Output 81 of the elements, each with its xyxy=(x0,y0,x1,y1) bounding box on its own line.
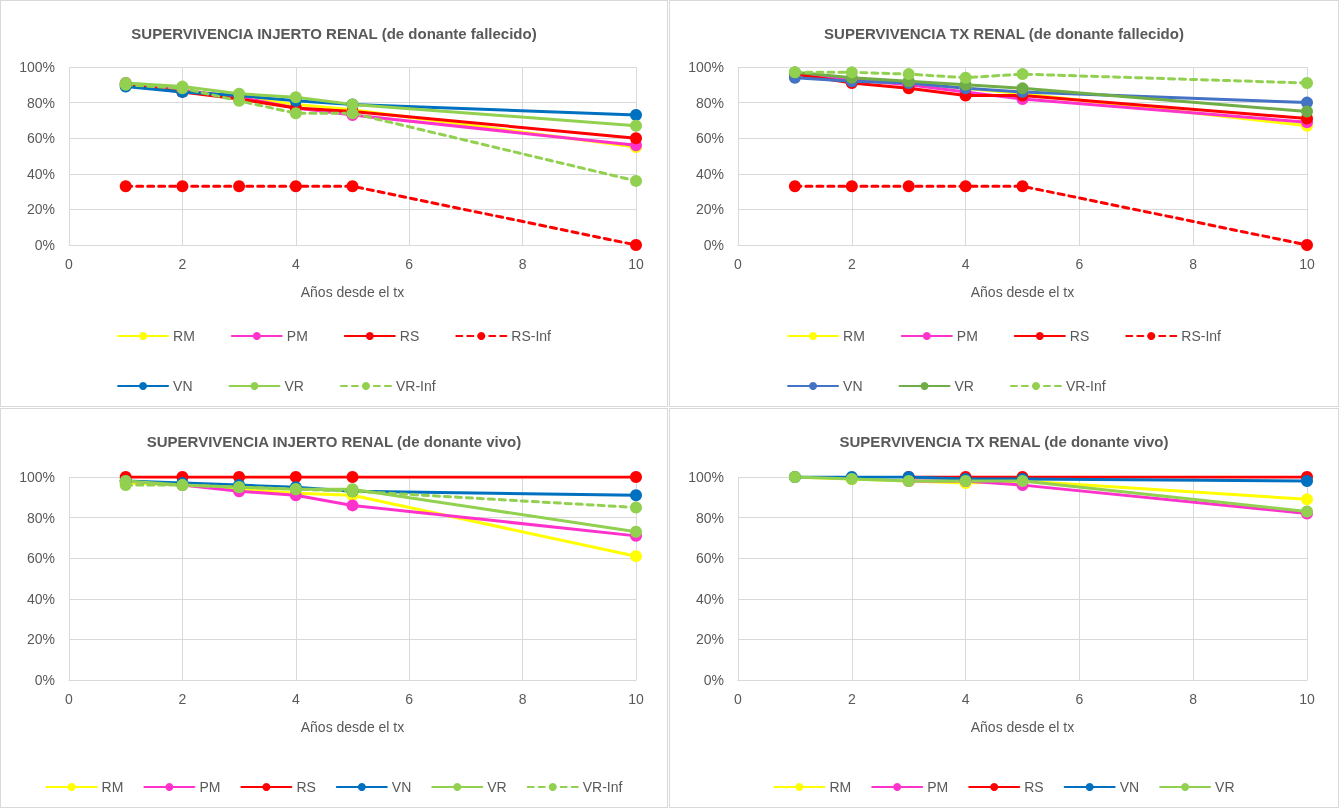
x-tick-label: 10 xyxy=(628,256,644,272)
x-axis-title: Años desde el tx xyxy=(970,284,1075,300)
x-tick-label: 0 xyxy=(65,256,74,272)
x-tick-label: 2 xyxy=(847,691,856,707)
x-tick-label: 6 xyxy=(1075,256,1084,272)
x-axis-title: Años desde el tx xyxy=(300,719,405,735)
x-tick-label: 6 xyxy=(405,691,414,707)
legend-label: RS xyxy=(399,328,420,344)
legend-label: VR xyxy=(284,378,304,394)
legend-label: VR xyxy=(954,378,974,394)
x-tick-label: 10 xyxy=(1299,691,1315,707)
legend-label: PM xyxy=(286,328,308,344)
y-tick-label: 40% xyxy=(26,590,55,607)
legend-label: VR-Inf xyxy=(395,378,436,394)
y-tick-label: 60% xyxy=(695,130,724,147)
y-tick-label: 80% xyxy=(26,94,55,111)
y-tick-label: 100% xyxy=(688,469,724,485)
legend-label: VN xyxy=(391,779,412,795)
x-tick-label: 8 xyxy=(518,256,527,272)
legend-label: RM xyxy=(173,328,195,344)
x-tick-label: 0 xyxy=(734,691,743,707)
legend-label: RM xyxy=(843,328,865,344)
y-tick-label: 0% xyxy=(703,672,724,688)
y-tick-label: 60% xyxy=(695,550,724,567)
y-tick-label: 0% xyxy=(34,237,55,253)
x-tick-label: 2 xyxy=(178,691,187,707)
y-tick-label: 0% xyxy=(703,237,724,253)
chart-title: SUPERVIVENCIA TX RENAL (de donante fallecido) xyxy=(824,25,1184,42)
y-tick-label: 60% xyxy=(26,130,55,147)
legend-label: PM xyxy=(956,328,978,344)
y-tick-label: 0% xyxy=(34,672,55,688)
y-tick-label: 40% xyxy=(26,165,55,182)
y-tick-label: 20% xyxy=(26,201,55,218)
legend-label: RS xyxy=(1069,328,1090,344)
legend-label: RS xyxy=(296,779,316,795)
y-tick-label: 100% xyxy=(688,59,724,75)
x-tick-label: 4 xyxy=(961,256,970,272)
y-tick-label: 100% xyxy=(19,469,55,485)
legend-label: VR xyxy=(1215,779,1235,795)
y-tick-label: 20% xyxy=(695,201,724,218)
chart-title: SUPERVIVENCIA TX RENAL (de donante vivo) xyxy=(839,433,1169,450)
y-tick-label: 40% xyxy=(695,165,724,182)
y-tick-label: 80% xyxy=(695,509,724,526)
x-tick-label: 4 xyxy=(291,256,300,272)
legend-label: RS-Inf xyxy=(1181,328,1222,344)
chart-title: SUPERVIVENCIA INJERTO RENAL (de donante fallecido) xyxy=(131,25,537,42)
x-tick-label: 4 xyxy=(291,691,300,707)
legend-label: RM xyxy=(101,779,124,795)
x-tick-label: 6 xyxy=(1075,691,1084,707)
x-tick-label: 2 xyxy=(178,256,187,272)
x-axis-title: Años desde el tx xyxy=(300,284,405,300)
y-tick-label: 40% xyxy=(695,590,724,607)
legend-label: PM xyxy=(199,779,221,795)
y-tick-label: 80% xyxy=(26,509,55,526)
x-tick-label: 10 xyxy=(1299,256,1315,272)
legend-label: VR-Inf xyxy=(1065,378,1106,394)
x-tick-label: 2 xyxy=(847,256,856,272)
y-tick-label: 60% xyxy=(26,550,55,567)
x-tick-label: 10 xyxy=(628,691,644,707)
x-tick-label: 4 xyxy=(961,691,970,707)
legend-label: RM xyxy=(829,779,852,795)
y-tick-label: 20% xyxy=(26,631,55,648)
x-tick-label: 0 xyxy=(65,691,74,707)
legend-label: VR-Inf xyxy=(582,779,623,795)
x-axis-title: Años desde el tx xyxy=(970,719,1075,735)
x-tick-label: 8 xyxy=(1189,691,1198,707)
legend-label: VR xyxy=(487,779,507,795)
x-tick-label: 8 xyxy=(518,691,527,707)
chart-title: SUPERVIVENCIA INJERTO RENAL (de donante vivo) xyxy=(146,433,522,450)
x-tick-label: 8 xyxy=(1189,256,1198,272)
legend-label: RS xyxy=(1024,779,1044,795)
x-tick-label: 6 xyxy=(405,256,414,272)
x-tick-label: 0 xyxy=(734,256,743,272)
legend-label: RS-Inf xyxy=(511,328,552,344)
y-tick-label: 80% xyxy=(695,94,724,111)
legend-label: PM xyxy=(927,779,949,795)
legend-label: VN xyxy=(843,378,863,394)
y-tick-label: 20% xyxy=(695,631,724,648)
legend-label: VN xyxy=(1119,779,1140,795)
legend-label: VN xyxy=(173,378,193,394)
y-tick-label: 100% xyxy=(19,59,55,75)
